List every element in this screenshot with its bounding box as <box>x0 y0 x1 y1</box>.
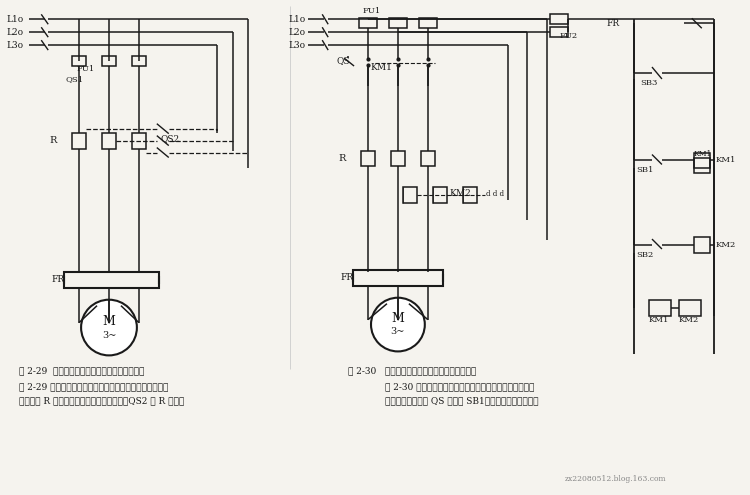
Text: KM1: KM1 <box>716 156 736 164</box>
Bar <box>403 187 417 203</box>
Text: L1o: L1o <box>288 15 305 24</box>
Text: 图 2-30 所示为定子绕组串电阻起动按锁控制线路。该线路: 图 2-30 所示为定子绕组串电阻起动按锁控制线路。该线路 <box>385 383 534 392</box>
Text: 图 2-29 所示为定子绕组串电阻起动手动控制线路，电源电: 图 2-29 所示为定子绕组串电阻起动手动控制线路，电源电 <box>20 383 169 392</box>
Text: 3~: 3~ <box>391 327 405 336</box>
Text: 3~: 3~ <box>102 331 116 340</box>
Circle shape <box>81 299 137 355</box>
Text: 图 2-29  定子绕组串电阻降压起动手动控制线路: 图 2-29 定子绕组串电阻降压起动手动控制线路 <box>20 367 145 376</box>
Text: L3o: L3o <box>288 41 305 50</box>
Text: FR: FR <box>340 273 353 282</box>
Text: R: R <box>338 154 346 163</box>
Bar <box>694 157 709 173</box>
Text: KM2: KM2 <box>450 189 472 198</box>
Bar <box>419 18 436 28</box>
Circle shape <box>371 297 424 351</box>
Text: KM2: KM2 <box>716 241 736 249</box>
Text: d d d: d d d <box>485 190 503 198</box>
Bar <box>72 133 86 148</box>
Text: FU2: FU2 <box>560 32 578 40</box>
Text: SB2: SB2 <box>636 251 653 259</box>
Text: 图 2-30   定子绕组串电阻降压起动控锁控制线路: 图 2-30 定子绕组串电阻降压起动控锁控制线路 <box>348 367 476 376</box>
Text: M: M <box>392 312 404 325</box>
Text: zx22080512.blog.163.com: zx22080512.blog.163.com <box>564 475 666 483</box>
Bar <box>550 14 568 24</box>
Text: KM1: KM1 <box>649 316 669 324</box>
Bar <box>72 56 86 66</box>
Text: 压经电阻 R 降压后加到电动机，起动完毕，QS2 将 R 短路。: 压经电阻 R 降压后加到电动机，起动完毕，QS2 将 R 短路。 <box>20 396 184 405</box>
Bar <box>433 187 447 203</box>
Bar <box>389 18 407 28</box>
Bar <box>391 150 405 166</box>
Text: FR: FR <box>606 19 619 28</box>
Bar <box>64 272 159 288</box>
Text: M: M <box>103 315 116 328</box>
Bar <box>649 299 671 316</box>
Text: KM2: KM2 <box>679 316 699 324</box>
Bar <box>694 237 709 253</box>
Text: 只需合上电源开关 QS 和按锃 SB1，电动机则自动运行。: 只需合上电源开关 QS 和按锃 SB1，电动机则自动运行。 <box>385 396 538 405</box>
Bar <box>694 152 709 168</box>
Text: FR: FR <box>51 275 64 284</box>
Text: QS1: QS1 <box>65 75 83 83</box>
Bar <box>102 133 116 148</box>
Text: L3o: L3o <box>6 41 23 50</box>
Text: QS: QS <box>336 56 350 65</box>
Text: SB1: SB1 <box>636 166 653 174</box>
Text: QS2: QS2 <box>160 134 180 143</box>
Bar <box>132 133 146 148</box>
Text: FU1: FU1 <box>76 65 94 73</box>
Text: SB3: SB3 <box>640 79 658 87</box>
Bar <box>359 18 377 28</box>
Text: KM1: KM1 <box>370 62 392 71</box>
Bar <box>550 27 568 37</box>
Bar <box>679 299 700 316</box>
Bar <box>421 150 435 166</box>
Bar <box>463 187 476 203</box>
Bar <box>361 150 375 166</box>
Text: KM1: KM1 <box>694 149 712 157</box>
Text: R: R <box>50 136 56 145</box>
Bar <box>353 270 442 286</box>
Text: L2o: L2o <box>6 28 23 37</box>
Bar <box>102 56 116 66</box>
Text: L2o: L2o <box>288 28 305 37</box>
Text: L1o: L1o <box>6 15 23 24</box>
Bar <box>132 56 146 66</box>
Text: FU1: FU1 <box>362 7 380 15</box>
